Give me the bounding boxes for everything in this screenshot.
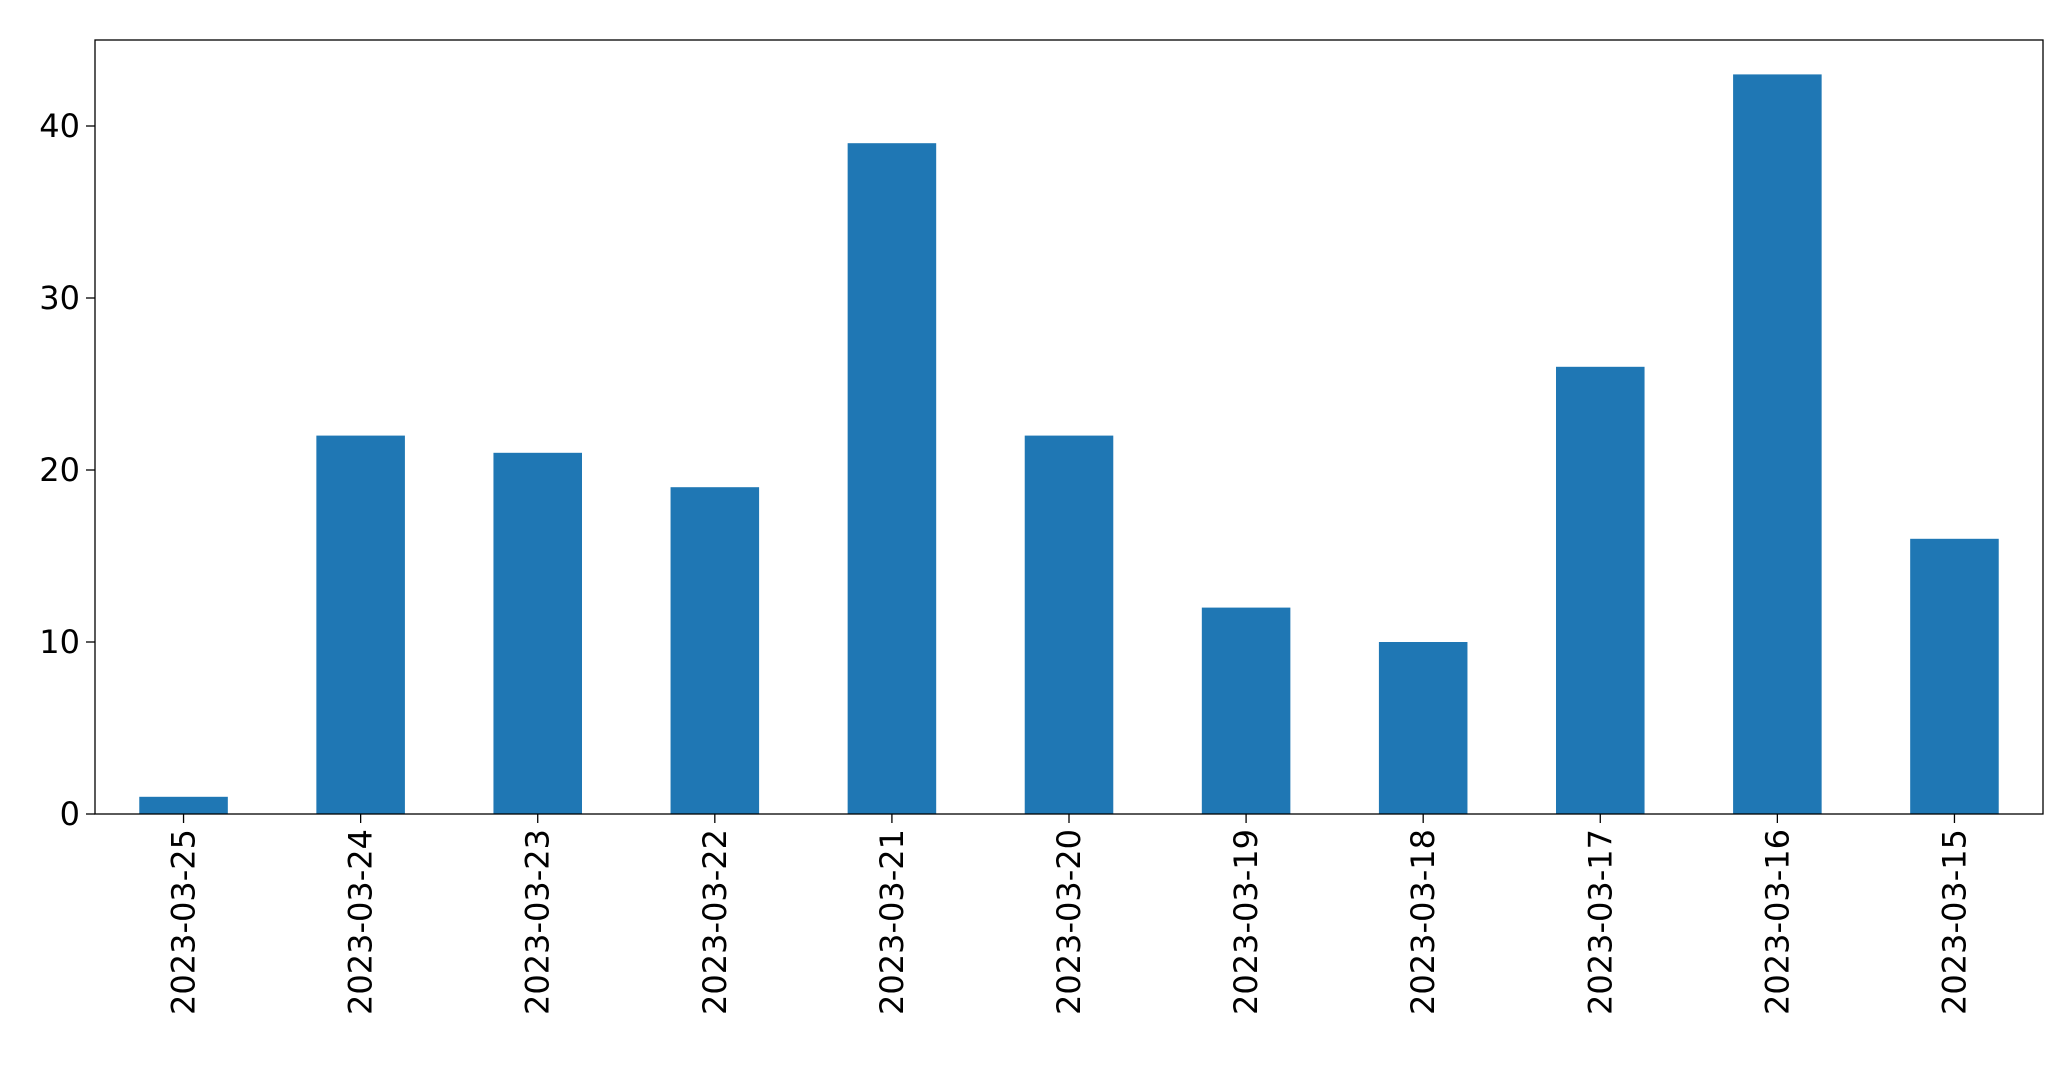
x-tick-label: 2023-03-18 xyxy=(1404,829,1442,1015)
bar-2023-03-22 xyxy=(670,487,760,814)
x-axis: 2023-03-25 2023-03-24 2023-03-23 2023-03-22… xyxy=(165,814,1973,1015)
y-tick-label: 40 xyxy=(39,107,80,145)
bar-2023-03-16 xyxy=(1733,74,1822,814)
bar-2023-03-24 xyxy=(316,435,405,814)
x-tick-label: 2023-03-23 xyxy=(519,829,557,1015)
bar-2023-03-15 xyxy=(1910,538,1999,814)
y-tick-label: 0 xyxy=(60,795,80,833)
bar-2023-03-17 xyxy=(1556,366,1645,814)
bar-2023-03-21 xyxy=(847,143,937,814)
x-tick-label: 2023-03-19 xyxy=(1227,829,1265,1015)
x-tick-label: 2023-03-20 xyxy=(1050,829,1088,1015)
bar-2023-03-23 xyxy=(493,452,582,814)
x-tick-label: 2023-03-21 xyxy=(873,829,911,1015)
bar-2023-03-18 xyxy=(1378,642,1468,814)
y-tick-label: 30 xyxy=(39,279,80,317)
plot-frame xyxy=(94,39,2044,815)
x-tick-label: 2023-03-17 xyxy=(1581,829,1619,1015)
bar-2023-03-19 xyxy=(1201,607,1291,814)
y-tick-label: 20 xyxy=(39,451,80,489)
x-tick-label: 2023-03-16 xyxy=(1758,829,1796,1015)
bar-2023-03-20 xyxy=(1024,435,1114,814)
x-tick-label: 2023-03-15 xyxy=(1935,829,1973,1015)
bar-2023-03-25 xyxy=(139,796,228,814)
y-tick-label: 10 xyxy=(39,623,80,661)
x-tick-label: 2023-03-25 xyxy=(165,829,203,1015)
y-axis: 0 10 20 30 40 xyxy=(39,107,95,833)
x-tick-label: 2023-03-22 xyxy=(696,829,734,1015)
bars-layer xyxy=(139,74,1999,814)
x-tick-label: 2023-03-24 xyxy=(342,829,380,1015)
